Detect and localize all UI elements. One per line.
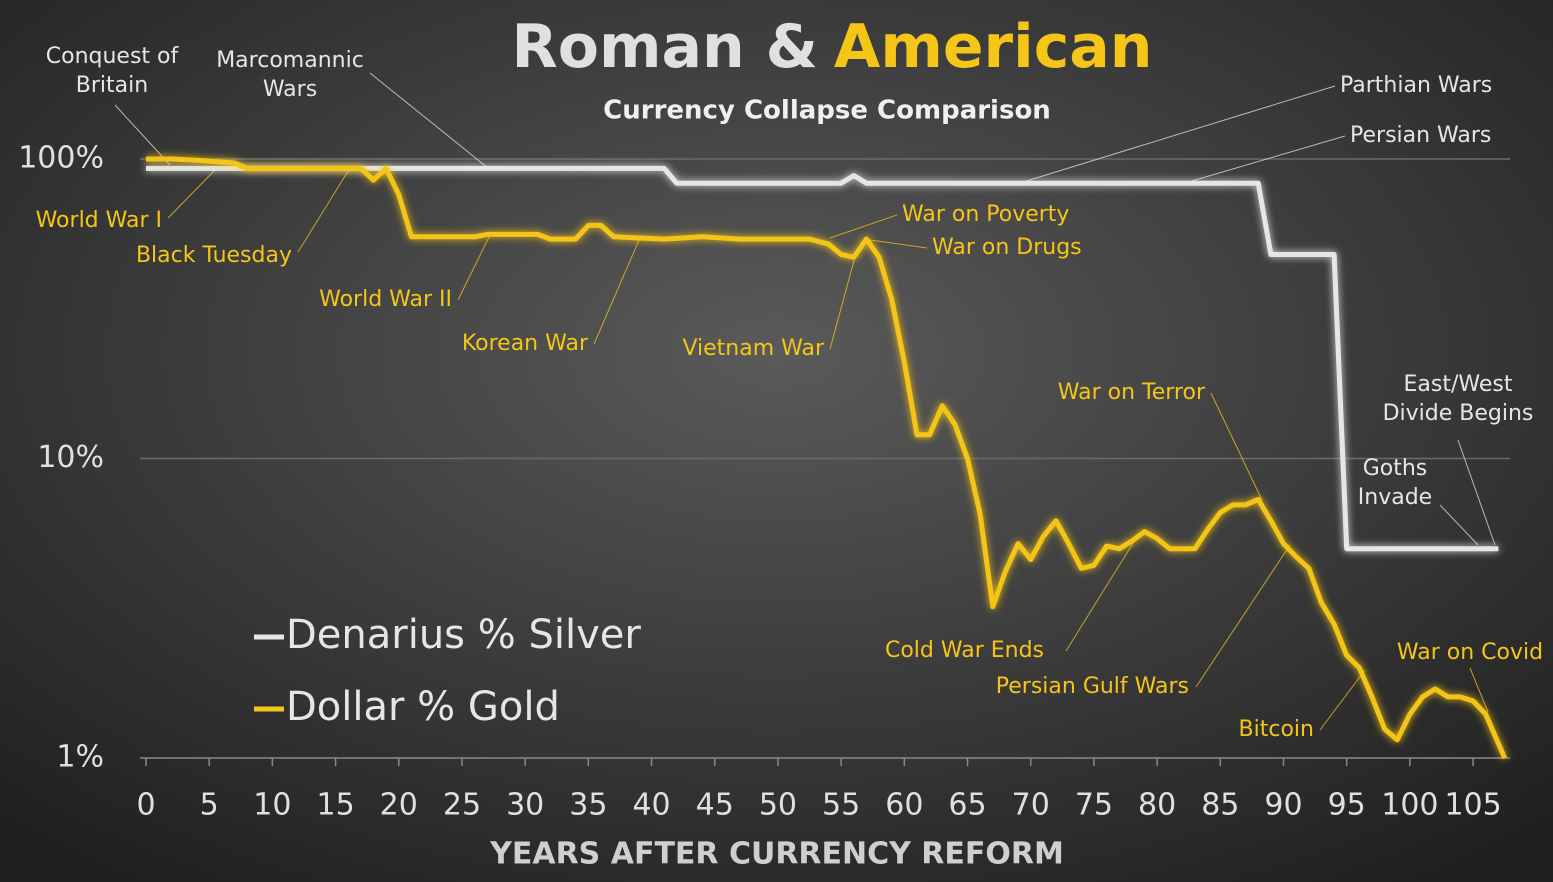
annotation-leader (1184, 135, 1346, 184)
annotation-leader (829, 214, 898, 239)
annotation: Conquest of (46, 44, 180, 69)
x-tick-label: 105 (1444, 788, 1501, 823)
chart-subtitle: Currency Collapse Comparison (603, 96, 1051, 126)
x-tick-label: 0 (136, 788, 155, 823)
annotation: Vietnam War (682, 336, 825, 361)
annotation-leader (1210, 392, 1263, 501)
title-part: American (834, 12, 1153, 82)
annotation-leader (369, 72, 489, 169)
x-tick-label: 30 (506, 788, 544, 823)
annotation: Bitcoin (1239, 717, 1314, 742)
annotation-leader (869, 239, 928, 249)
x-tick-label: 90 (1264, 788, 1302, 823)
annotation-leader (167, 169, 216, 219)
annotation: War on Terror (1058, 380, 1206, 405)
annotation: War on Poverty (902, 202, 1069, 227)
annotation-leader (1019, 85, 1336, 184)
annotation: Black Tuesday (136, 243, 292, 268)
x-tick-label: 10 (253, 788, 291, 823)
x-tick-label: 35 (569, 788, 607, 823)
x-tick-label: 100 (1381, 788, 1438, 823)
x-tick-label: 25 (443, 788, 481, 823)
annotation-leader (114, 104, 171, 166)
x-tick-label: 55 (822, 788, 860, 823)
x-tick-label: 85 (1201, 788, 1239, 823)
annotation: Divide Begins (1383, 401, 1534, 426)
x-tick-label: 40 (632, 788, 670, 823)
x-tick-label: 75 (1075, 788, 1113, 823)
annotation-leader (457, 234, 491, 301)
annotation: Wars (263, 77, 317, 102)
annotation-leader (1319, 669, 1366, 731)
annotation-leader (297, 167, 351, 253)
x-tick-label: 65 (948, 788, 986, 823)
x-tick-label: 95 (1328, 788, 1366, 823)
legend-label: Denarius % Silver (286, 612, 641, 658)
y-tick-label: 100% (18, 141, 104, 176)
title-part: Roman & (512, 12, 818, 82)
annotation: Britain (76, 73, 148, 98)
annotation: Parthian Wars (1340, 73, 1492, 98)
legend-entry: Denarius % Silver (254, 612, 641, 658)
annotation: Marcomannic (216, 48, 364, 73)
series-line (146, 156, 1507, 759)
annotation: Invade (1358, 485, 1432, 510)
annotation-leader (1469, 667, 1489, 713)
x-tick-label: 20 (380, 788, 418, 823)
annotation-leader (593, 237, 641, 345)
x-tick-label: 5 (200, 788, 219, 823)
annotation: War on Covid (1397, 640, 1543, 665)
x-tick-label: 45 (696, 788, 734, 823)
annotation: Korean War (462, 331, 589, 356)
annotation-leader (829, 256, 856, 350)
chart-title: Roman & American (512, 12, 1153, 82)
annotation-leader (1439, 504, 1479, 546)
annotation: World War II (319, 287, 452, 312)
y-tick-label: 1% (56, 740, 104, 775)
annotation: War on Drugs (932, 235, 1082, 260)
legend-label: Dollar % Gold (286, 684, 560, 730)
x-tick-label: 50 (759, 788, 797, 823)
annotation-leader (1195, 544, 1291, 688)
annotation-leader (1457, 439, 1496, 546)
annotation: Cold War Ends (885, 638, 1044, 663)
x-tick-label: 70 (1012, 788, 1050, 823)
annotation: Persian Gulf Wars (996, 674, 1189, 699)
annotation: Goths (1363, 456, 1428, 481)
annotation-leader (1065, 539, 1136, 652)
x-axis-label: YEARS AFTER CURRENCY REFORM (489, 837, 1064, 872)
annotation: World War I (36, 208, 162, 233)
x-tick-label: 80 (1138, 788, 1176, 823)
x-tick-label: 15 (316, 788, 354, 823)
annotation: Persian Wars (1350, 123, 1491, 148)
legend-entry: Dollar % Gold (254, 684, 560, 730)
x-tick-label: 60 (885, 788, 923, 823)
annotation: East/West (1404, 372, 1513, 397)
y-tick-label: 10% (37, 440, 104, 475)
series-line (146, 165, 1499, 552)
